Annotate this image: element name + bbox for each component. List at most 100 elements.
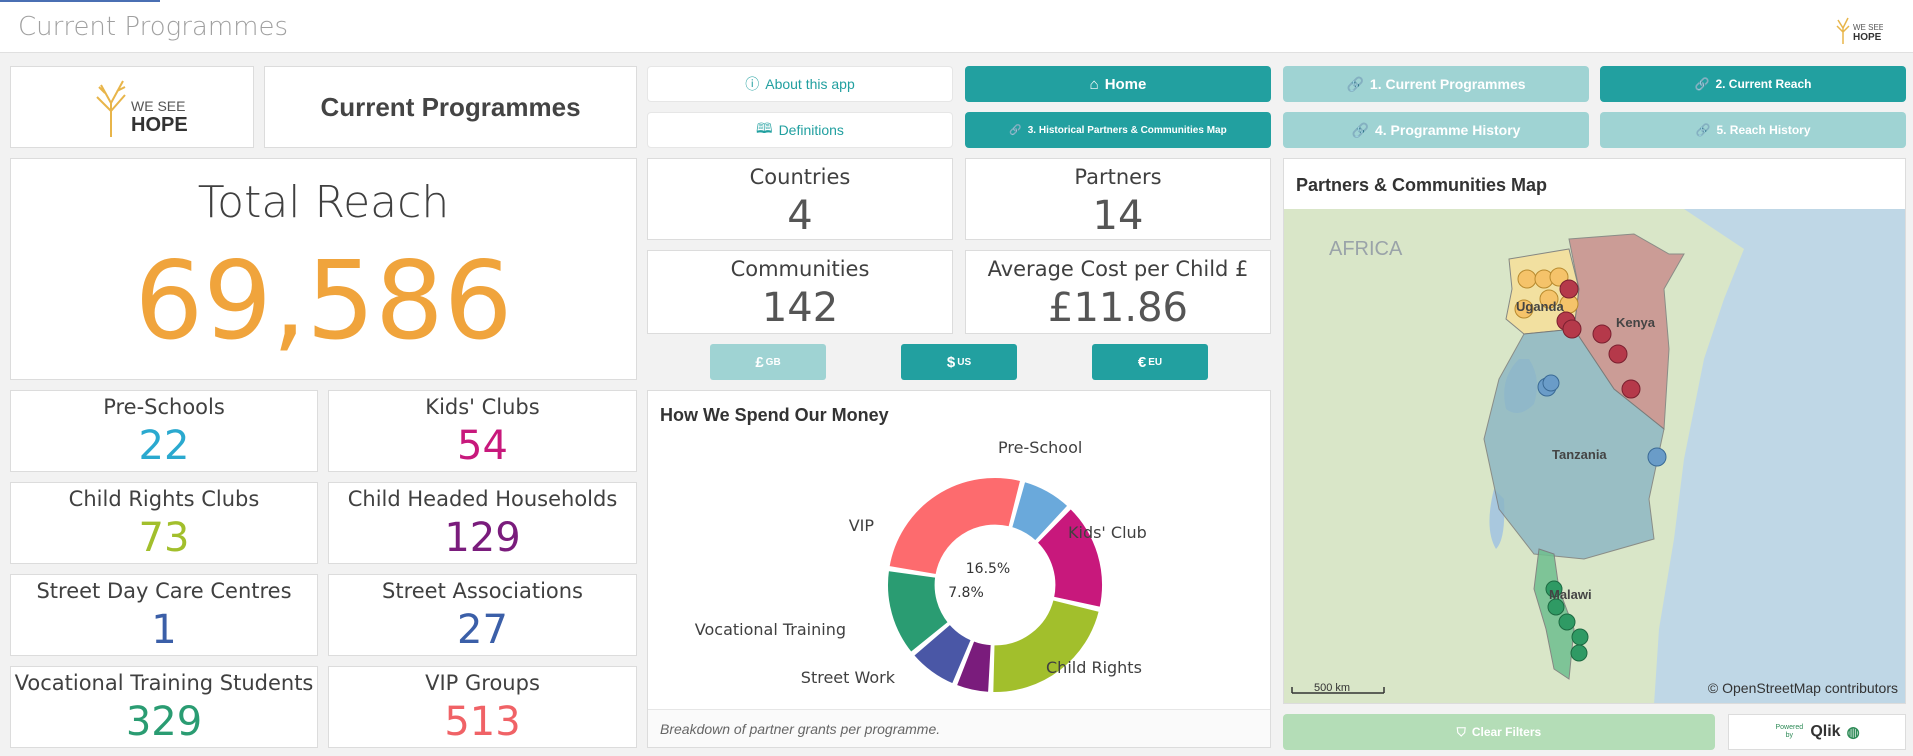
- stat-value: 54: [457, 423, 508, 469]
- donut-slice-unlabeled[interactable]: [954, 639, 993, 694]
- filter-icon: ⛉: [1456, 724, 1466, 739]
- currency-eu-code: EU: [1148, 356, 1163, 368]
- partners-kpi: Partners 14: [965, 158, 1271, 240]
- brand-line1: WE SEE: [1853, 23, 1883, 32]
- currency-eu-symbol: €: [1137, 353, 1147, 371]
- stat-card-pre-schools: Pre-Schools 22: [10, 390, 318, 472]
- definitions-button[interactable]: 🕮 Definitions: [647, 112, 953, 148]
- donut-slice-pre-school[interactable]: [1010, 480, 1070, 543]
- stat-card-vip-groups: VIP Groups 513: [328, 666, 637, 748]
- stat-value: 129: [444, 515, 521, 561]
- map-label-uganda: Uganda: [1516, 299, 1564, 314]
- donut-slice-vocational-training[interactable]: [886, 569, 950, 654]
- stat-card-street-associations: Street Associations 27: [328, 574, 637, 656]
- current-programmes-button[interactable]: 🔗 1. Current Programmes: [1283, 66, 1589, 102]
- stat-card-kids-clubs: Kids' Clubs 54: [328, 390, 637, 472]
- map-label-tanzania: Tanzania: [1552, 447, 1607, 462]
- donut-label: Street Work: [801, 668, 896, 687]
- stat-label: Street Associations: [382, 579, 583, 603]
- reach-history-button[interactable]: 🔗 5. Reach History: [1600, 112, 1906, 148]
- total-reach-value: 69,586: [134, 239, 513, 364]
- sheet-title: Current Programmes: [18, 12, 289, 42]
- currency-gb-button[interactable]: £ GB: [710, 344, 826, 380]
- currency-gb-symbol: £: [755, 353, 764, 371]
- partners-value: 14: [1092, 193, 1144, 239]
- historical-map-label: 3. Historical Partners & Communities Map: [1027, 124, 1227, 136]
- donut-label: Vocational Training: [695, 620, 846, 639]
- map-attribution: © OpenStreetMap contributors: [1708, 680, 1898, 696]
- total-reach-label: Total Reach: [197, 177, 450, 228]
- qlik-q-icon: ◍: [1846, 724, 1860, 741]
- current-reach-label: 2. Current Reach: [1715, 77, 1812, 91]
- currency-eu-button[interactable]: € EU: [1092, 344, 1208, 380]
- current-programmes-label: 1. Current Programmes: [1369, 76, 1526, 92]
- donut-chart: Pre-School Kids' Club Child Rights Street W…: [695, 438, 1147, 694]
- clear-filters-label: Clear Filters: [1471, 725, 1542, 739]
- stat-label: Vocational Training Students: [14, 671, 314, 695]
- stat-value: 73: [138, 515, 190, 561]
- currency-us-button[interactable]: $ US: [901, 344, 1017, 380]
- link-icon: 🔗: [1695, 123, 1711, 137]
- map-label-africa: AFRICA: [1329, 238, 1403, 260]
- stat-value: 27: [457, 607, 508, 653]
- home-icon: ⌂: [1089, 75, 1099, 93]
- top-bar: Current Programmes WE SEE HOPE: [0, 0, 1913, 53]
- avg-cost-value: £11.86: [1048, 285, 1188, 331]
- spend-chart-card: How We Spend Our Money Pre-School Kids' C…: [647, 390, 1271, 748]
- map-canvas[interactable]: AFRICA Uganda Kenya Tanzania Malawi 500 …: [1284, 209, 1906, 704]
- tanzania-region: [1483, 328, 1665, 560]
- donut-inner-label: 16.5%: [966, 561, 1010, 577]
- link-icon: 🔗: [1351, 121, 1369, 138]
- title-card-text: Current Programmes: [320, 91, 581, 122]
- currency-us-code: US: [957, 356, 972, 368]
- donut-slice-child-rights[interactable]: [991, 598, 1101, 694]
- qlik-badge[interactable]: Powered by Qlik ◍: [1728, 714, 1906, 750]
- current-reach-button[interactable]: 🔗 2. Current Reach: [1600, 66, 1906, 102]
- qlik-logo-text: Qlik: [1810, 723, 1841, 740]
- stat-label: VIP Groups: [425, 671, 540, 695]
- link-icon: 🔗: [1694, 77, 1710, 91]
- home-button[interactable]: ⌂ Home: [965, 66, 1271, 102]
- donut-label: Kids' Club: [1068, 523, 1147, 542]
- historical-map-button[interactable]: 🔗 3. Historical Partners & Communities M…: [965, 112, 1271, 148]
- tanzania-markers: [1537, 374, 1667, 467]
- communities-kpi: Communities 142: [647, 250, 953, 334]
- map-label-malawi: Malawi: [1549, 587, 1592, 602]
- avg-cost-label: Average Cost per Child £: [987, 257, 1249, 281]
- info-icon: ⓘ: [745, 76, 760, 92]
- stat-card-child-rights-clubs: Child Rights Clubs 73: [10, 482, 318, 564]
- donut-inner-label: 7.8%: [948, 585, 984, 601]
- reach-history-label: 5. Reach History: [1716, 123, 1811, 137]
- tree-icon: [1836, 17, 1850, 44]
- avg-cost-kpi: Average Cost per Child £ £11.86: [965, 250, 1271, 334]
- stat-card-street-day-care-centres: Street Day Care Centres 1: [10, 574, 318, 656]
- map-title: Partners & Communities Map: [1296, 175, 1548, 195]
- communities-label: Communities: [730, 257, 870, 281]
- donut-slice-vip[interactable]: [887, 476, 1023, 577]
- link-icon: 🔗: [1009, 124, 1022, 136]
- currency-gb-code: GB: [765, 356, 781, 368]
- countries-kpi: Countries 4: [647, 158, 953, 240]
- logo-line2: HOPE: [131, 114, 188, 136]
- about-app-button[interactable]: ⓘ About this app: [647, 66, 953, 102]
- definitions-label: Definitions: [778, 122, 844, 138]
- stat-label: Child Headed Households: [347, 487, 618, 511]
- donut-label: Pre-School: [998, 438, 1082, 457]
- donut-slice-street-work[interactable]: [912, 622, 973, 686]
- logo-card: WE SEE HOPE: [10, 66, 254, 148]
- kenya-region: [1568, 233, 1685, 430]
- programme-history-label: 4. Programme History: [1374, 122, 1521, 138]
- stat-card-vocational-training-students: Vocational Training Students 329: [10, 666, 318, 748]
- about-app-label: About this app: [765, 76, 855, 92]
- link-icon: 🔗: [1346, 75, 1364, 92]
- clear-filters-button[interactable]: ⛉ Clear Filters: [1283, 714, 1715, 750]
- powered-by-label: Powered by: [1775, 724, 1804, 739]
- countries-label: Countries: [749, 165, 851, 189]
- malawi-markers: [1545, 580, 1589, 662]
- donut-slice-kids-club[interactable]: [1035, 507, 1104, 609]
- stat-value: 22: [138, 423, 190, 469]
- programme-history-button[interactable]: 🔗 4. Programme History: [1283, 112, 1589, 148]
- brand-logo-small: WE SEE HOPE: [1835, 12, 1884, 46]
- currency-us-symbol: $: [946, 353, 956, 371]
- stat-label: Kids' Clubs: [425, 395, 540, 419]
